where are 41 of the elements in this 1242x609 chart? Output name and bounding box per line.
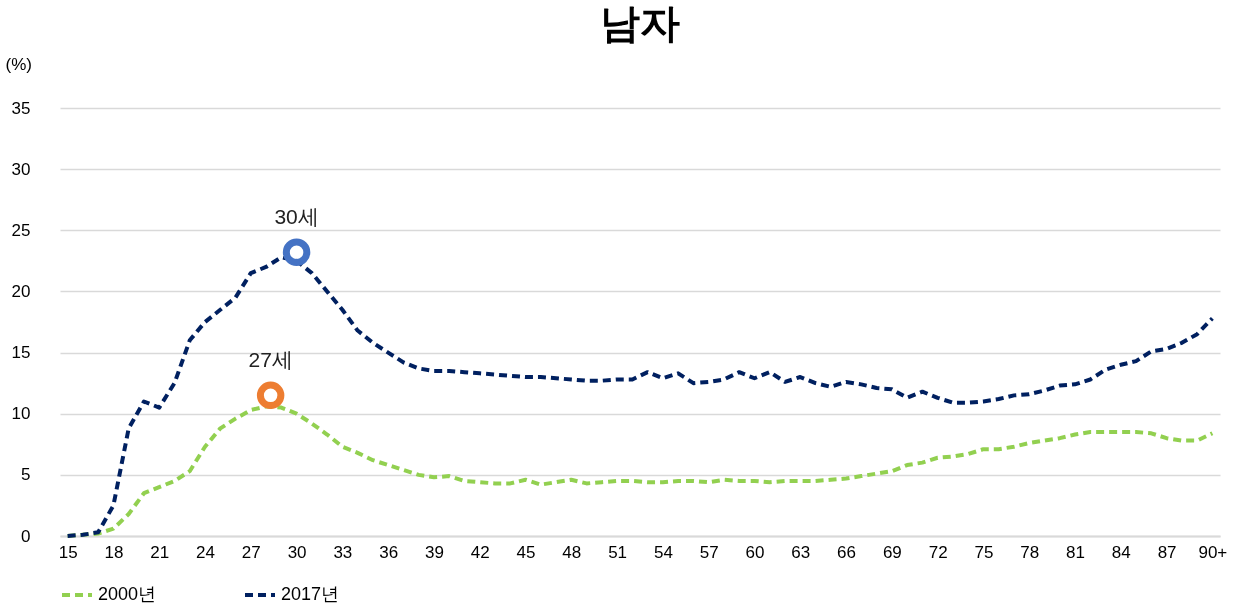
line-series [65, 255, 1215, 538]
x-tick-label: 21 [150, 542, 170, 562]
x-tick-label: 90+ [1198, 542, 1228, 562]
y-tick-label: 30 [11, 159, 31, 179]
x-tick-label: 27 [241, 542, 261, 562]
x-tick-label: 36 [379, 542, 399, 562]
y-axis-title: (%) [5, 54, 32, 74]
chart-title: 남자 [600, 1, 680, 45]
y-tick-label: 5 [21, 465, 31, 485]
x-tick-label: 78 [1020, 542, 1040, 562]
x-tick-label: 54 [653, 542, 673, 562]
y-tick-label: 15 [11, 343, 31, 363]
x-tick-label: 63 [791, 542, 811, 562]
x-tick-label: 72 [928, 542, 948, 562]
x-tick-label: 66 [837, 542, 857, 562]
annotation: 30세 [274, 205, 319, 229]
y-tick-label: 35 [11, 98, 31, 118]
x-tick-label: 39 [424, 542, 444, 562]
x-tick-label: 45 [516, 542, 536, 562]
x-tick-label: 75 [974, 542, 994, 562]
legend-label: 2000년 [98, 584, 157, 604]
x-tick-label: 48 [562, 542, 582, 562]
x-tick-label: 81 [1066, 542, 1085, 562]
x-tick-label: 42 [470, 542, 490, 562]
x-tick-label: 60 [745, 542, 765, 562]
x-tick-label: 15 [58, 542, 78, 562]
y-tick-label: 20 [11, 281, 31, 301]
x-tick-label: 18 [104, 542, 124, 562]
x-tick-label: 57 [699, 542, 719, 562]
x-tick-label: 84 [1111, 542, 1131, 562]
x-tick-label: 51 [608, 542, 628, 562]
y-tick-label: 10 [11, 404, 31, 424]
annotation: 27세 [248, 348, 293, 372]
y-tick-label: 0 [21, 526, 31, 546]
legend-label: 2017년 [281, 584, 340, 604]
x-tick-label: 30 [287, 542, 307, 562]
y-tick-label: 25 [11, 220, 31, 240]
x-tick-label: 24 [196, 542, 215, 562]
x-tick-label: 87 [1157, 542, 1177, 562]
x-tick-label: 33 [333, 542, 353, 562]
x-tick-label: 69 [882, 542, 902, 562]
